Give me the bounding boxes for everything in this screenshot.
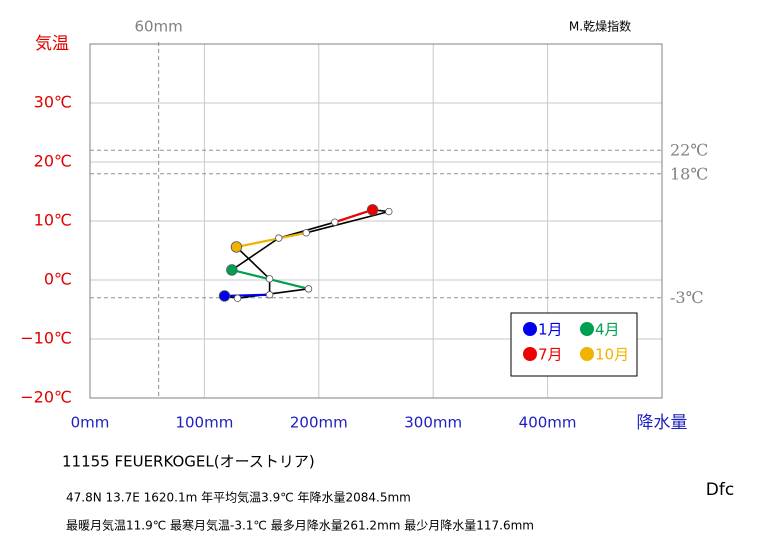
x-tick-label: 300mm (404, 414, 462, 432)
x-axis-label: 降水量 (637, 413, 688, 433)
reference-label: 60mm (134, 18, 182, 36)
legend-label: 7月 (538, 346, 563, 364)
point (230, 241, 243, 253)
point (265, 291, 274, 299)
line-segment (334, 208, 373, 224)
point (275, 234, 283, 242)
x-tick-label: 400mm (519, 414, 577, 432)
legend-marker (523, 347, 537, 361)
y-tick-label: 30℃ (34, 93, 72, 112)
legend-label: 10月 (595, 346, 629, 364)
y-axis-label: 気温 (35, 34, 69, 54)
reference-label: 22℃ (670, 141, 708, 160)
point (233, 294, 242, 302)
legend-marker (523, 322, 537, 336)
point (302, 229, 310, 237)
y-tick-label: −10℃ (20, 329, 72, 348)
y-tick-label: 10℃ (34, 211, 72, 230)
legend-label: 1月 (538, 321, 563, 339)
y-tick-label: 0℃ (44, 270, 72, 289)
point (304, 285, 313, 293)
point (331, 218, 339, 226)
legend-marker (580, 322, 594, 336)
x-tick-label: 0mm (71, 414, 110, 432)
legend-marker (580, 347, 594, 361)
line-segment (224, 293, 270, 298)
station: 11155 FEUERKOGEL(オーストリア) (62, 453, 315, 471)
point (265, 275, 274, 283)
dryness-label: M.乾燥指数 (569, 19, 631, 34)
x-tick-label: 100mm (175, 414, 233, 432)
y-tick-label: 20℃ (34, 152, 72, 171)
point (366, 204, 379, 216)
point (226, 264, 238, 276)
reference-label: -3℃ (670, 288, 703, 307)
info-line: 最暖月気温11.9℃ 最寒月気温-3.1℃ 最多月降水量261.2mm 最少月降… (66, 518, 534, 533)
reference-label: 18℃ (670, 164, 708, 183)
point (218, 290, 231, 302)
point (385, 207, 393, 216)
plot-frame (89, 43, 663, 399)
y-tick-label: −20℃ (20, 388, 72, 407)
info-line: 47.8N 13.7E 1620.1m 年平均気温3.9℃ 年降水量2084.5… (66, 490, 411, 505)
legend-label: 4月 (595, 321, 620, 339)
line-segment (236, 231, 307, 249)
x-tick-label: 200mm (290, 414, 348, 432)
climate-class: Dfc (706, 480, 734, 500)
